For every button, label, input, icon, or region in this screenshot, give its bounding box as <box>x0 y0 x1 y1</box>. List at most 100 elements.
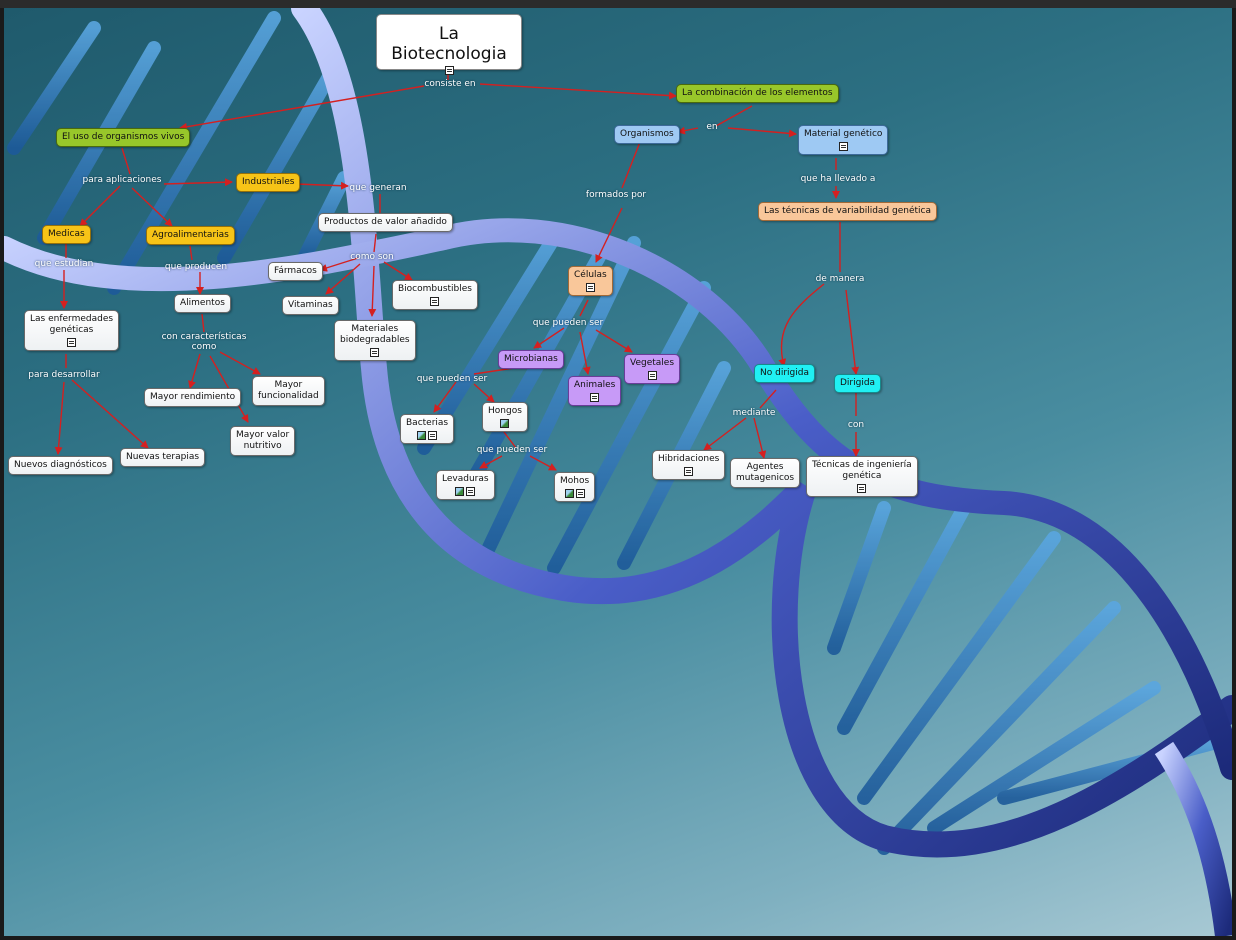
link-que-generan[interactable]: que generan <box>349 183 407 193</box>
node-microbianas[interactable]: Microbianas <box>498 350 564 369</box>
link-que-pueden-ser-hongos[interactable]: que pueden ser <box>476 445 548 455</box>
node-vitaminas[interactable]: Vitaminas <box>282 296 339 315</box>
node-label: Vitaminas <box>288 300 333 310</box>
node-label: Fármacos <box>274 266 317 276</box>
node-materiales[interactable]: Materiales biodegradables <box>334 320 416 361</box>
node-label: Vegetales <box>630 358 675 368</box>
link-que-producen[interactable]: que producen <box>164 262 228 272</box>
node-celulas[interactable]: Células <box>568 266 613 296</box>
document-icon[interactable] <box>430 297 440 306</box>
document-icon[interactable] <box>466 487 476 496</box>
node-label: Hongos <box>488 406 522 416</box>
document-icon[interactable] <box>370 348 380 357</box>
node-label: Nuevas terapias <box>126 452 200 462</box>
node-mayor-funcionalidad[interactable]: Mayor funcionalidad <box>252 376 325 406</box>
node-label: El uso de organismos vivos <box>62 132 185 142</box>
node-organismos[interactable]: Organismos <box>614 125 680 144</box>
document-icon[interactable] <box>838 142 848 151</box>
link-como-son[interactable]: como son <box>350 252 394 262</box>
concept-map-canvas: La Biotecnologia La combinación de los e… <box>4 8 1232 936</box>
node-label: Mayor funcionalidad <box>258 380 319 401</box>
node-uso-organismos[interactable]: El uso de organismos vivos <box>56 128 191 147</box>
document-icon[interactable] <box>684 467 694 476</box>
node-dirigida[interactable]: Dirigida <box>834 374 882 393</box>
node-label: Agentes mutagenicos <box>736 462 795 483</box>
node-label: Dirigida <box>840 378 876 388</box>
link-mediante[interactable]: mediante <box>732 408 776 418</box>
node-label: Técnicas de ingeniería genética <box>812 460 912 481</box>
document-icon[interactable] <box>428 431 438 440</box>
document-icon[interactable] <box>647 371 657 380</box>
node-label: Microbianas <box>504 354 558 364</box>
link-con[interactable]: con <box>847 420 865 430</box>
node-tecnicas-ingenieria[interactable]: Técnicas de ingeniería genética <box>806 456 918 497</box>
node-vegetales[interactable]: Vegetales <box>624 354 681 384</box>
node-productos[interactable]: Productos de valor añadido <box>318 213 453 232</box>
document-icon[interactable] <box>444 66 454 75</box>
image-icon[interactable] <box>564 489 574 498</box>
node-label: Mayor rendimiento <box>150 392 236 402</box>
link-que-pueden-ser-celulas[interactable]: que pueden ser <box>532 318 604 328</box>
node-nuevas-terapias[interactable]: Nuevas terapias <box>120 448 206 467</box>
link-para-aplicaciones[interactable]: para aplicaciones <box>82 175 162 185</box>
node-farmacos[interactable]: Fármacos <box>268 262 323 281</box>
node-mayor-rendimiento[interactable]: Mayor rendimiento <box>144 388 242 407</box>
node-label: Nuevos diagnósticos <box>14 460 107 470</box>
node-no-dirigida[interactable]: No dirigida <box>754 364 815 383</box>
node-label: Material genético <box>804 129 883 139</box>
node-biocombustibles[interactable]: Biocombustibles <box>392 280 478 310</box>
image-icon[interactable] <box>455 487 465 496</box>
node-alimentos[interactable]: Alimentos <box>174 294 231 313</box>
node-hongos[interactable]: Hongos <box>482 402 528 432</box>
node-enfermedades[interactable]: Las enfermedades genéticas <box>24 310 120 351</box>
node-label: Agroalimentarias <box>152 230 229 240</box>
node-tecnicas-variabilidad[interactable]: Las técnicas de variabilidad genética <box>758 202 937 221</box>
link-consiste-en[interactable]: consiste en <box>424 79 476 89</box>
node-agroalimentarias[interactable]: Agroalimentarias <box>146 226 235 245</box>
link-que-ha-llevado-a[interactable]: que ha llevado a <box>800 174 876 184</box>
node-hibridaciones[interactable]: Hibridaciones <box>652 450 726 480</box>
node-agentes[interactable]: Agentes mutagenicos <box>730 458 801 488</box>
window-top-bar <box>0 0 1236 8</box>
node-label: La combinación de los elementos <box>682 88 833 98</box>
node-combinacion[interactable]: La combinación de los elementos <box>676 84 839 103</box>
node-label: Animales <box>574 380 616 390</box>
node-mohos[interactable]: Mohos <box>554 472 596 502</box>
document-icon[interactable] <box>585 283 595 292</box>
node-animales[interactable]: Animales <box>568 376 622 406</box>
link-en[interactable]: en <box>706 122 718 132</box>
document-icon[interactable] <box>590 393 600 402</box>
title-node[interactable]: La Biotecnologia <box>376 14 522 75</box>
node-label: Las técnicas de variabilidad genética <box>764 206 931 216</box>
node-label: Materiales biodegradables <box>340 324 410 345</box>
image-icon[interactable] <box>417 431 427 440</box>
node-label: Organismos <box>620 129 674 139</box>
dna-helix-background <box>4 8 1232 936</box>
node-label: Mohos <box>560 476 590 486</box>
document-icon[interactable] <box>575 489 585 498</box>
node-bacterias[interactable]: Bacterias <box>400 414 455 444</box>
node-material-genetico[interactable]: Material genético <box>798 125 889 155</box>
document-icon[interactable] <box>857 484 867 493</box>
node-label: Industriales <box>242 177 295 187</box>
link-que-pueden-ser-microbianas[interactable]: que pueden ser <box>416 374 488 384</box>
title-label: La Biotecnologia <box>391 24 507 64</box>
node-medicas[interactable]: Medicas <box>42 225 91 244</box>
node-label: No dirigida <box>760 368 809 378</box>
image-icon[interactable] <box>500 419 510 428</box>
node-levaduras[interactable]: Levaduras <box>436 470 495 500</box>
node-nuevos-diagnosticos[interactable]: Nuevos diagnósticos <box>8 456 113 475</box>
node-label: Productos de valor añadido <box>324 217 447 227</box>
link-con-caracteristicas[interactable]: con características como <box>161 332 247 352</box>
link-que-estudian[interactable]: que estudian <box>34 259 94 269</box>
node-label: Las enfermedades genéticas <box>30 314 114 335</box>
node-industriales[interactable]: Industriales <box>236 173 301 192</box>
document-icon[interactable] <box>67 338 77 347</box>
link-formados-por[interactable]: formados por <box>585 190 647 200</box>
link-de-manera[interactable]: de manera <box>815 274 865 284</box>
node-mayor-valor[interactable]: Mayor valor nutritivo <box>230 426 296 456</box>
node-label: Medicas <box>48 229 85 239</box>
node-label: Hibridaciones <box>658 454 720 464</box>
node-label: Alimentos <box>180 298 225 308</box>
link-para-desarrollar[interactable]: para desarrollar <box>28 370 100 380</box>
